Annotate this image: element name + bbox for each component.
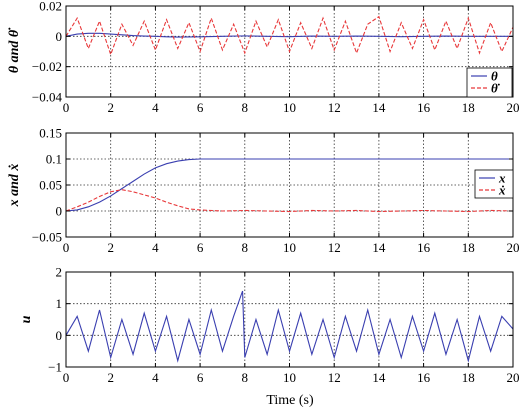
x-tick-label: 12 [328,370,341,385]
x-tick-label: 14 [372,100,386,115]
y-tick-label: 0 [56,328,63,343]
y-tick-label: 2 [56,265,63,280]
x-tick-label: 12 [328,240,341,255]
y-tick-label: −1 [48,360,62,375]
x-tick-label: 0 [63,240,70,255]
x-tick-label: 6 [197,100,204,115]
x-tick-label: 10 [283,240,296,255]
x-tick-label: 2 [107,240,114,255]
x-tick-label: 0 [63,100,70,115]
legend: θθ̇ [466,67,513,98]
x-axis-label: Time (s) [266,393,314,408]
y-tick-label: 0.15 [39,126,62,141]
x-tick-label: 20 [507,370,520,385]
x-tick-label: 4 [152,370,159,385]
y-tick-label: −0.02 [32,59,62,74]
y-axis-label: u [19,315,34,323]
y-tick-label: 0 [56,29,63,44]
panel-1: 0 2 4 6 8 10 12 14 16 18 20 −0.04 −0.02 0 0.02 θ and θ̇… [7,0,520,115]
y-tick-label: −0.05 [32,230,62,245]
x-tick-label: 4 [152,240,159,255]
x-tick-label: 2 [107,100,114,115]
x-tick-label: 14 [372,240,386,255]
legend-box [466,67,513,98]
y-axis-label: x and ẋ [7,164,22,208]
x-tick-label: 4 [152,100,159,115]
legend-label: θ̇ [491,81,501,96]
x-tick-label: 8 [242,370,249,385]
y-tick-label: 0.1 [46,152,62,167]
x-tick-label: 6 [197,240,204,255]
x-tick-label: 20 [507,240,520,255]
y-tick-label: 0.02 [39,0,62,14]
x-tick-label: 14 [372,370,386,385]
x-tick-label: 10 [283,100,296,115]
series-line-1 [65,32,513,38]
legend: xẋ [474,169,514,199]
x-tick-label: 6 [197,370,204,385]
x-tick-label: 8 [242,100,249,115]
x-tick-label: 18 [462,100,475,115]
x-tick-label: 16 [417,240,431,255]
y-tick-label: 0 [56,204,63,219]
y-tick-label: 0.05 [39,178,62,193]
x-tick-label: 2 [107,370,114,385]
legend-box [474,169,514,199]
legend-label: ẋ [498,183,506,198]
legend-label: θ [491,69,498,84]
x-tick-label: 0 [63,370,70,385]
y-tick-label: 1 [56,296,63,311]
x-tick-label: 12 [328,100,341,115]
y-axis-label: θ and θ̇ [7,27,22,73]
x-tick-label: 10 [283,370,296,385]
legend-label: x [498,171,506,186]
x-tick-label: 16 [417,100,431,115]
x-tick-label: 20 [507,100,520,115]
series-line-1 [65,158,513,212]
x-tick-label: 8 [242,240,249,255]
series-line-2 [65,189,514,213]
series-line-1 [65,290,514,363]
x-tick-label: 18 [462,370,475,385]
x-tick-label: 16 [417,370,431,385]
x-tick-label: 18 [462,240,475,255]
y-tick-label: −0.04 [32,90,63,105]
series-line-2 [65,15,514,57]
